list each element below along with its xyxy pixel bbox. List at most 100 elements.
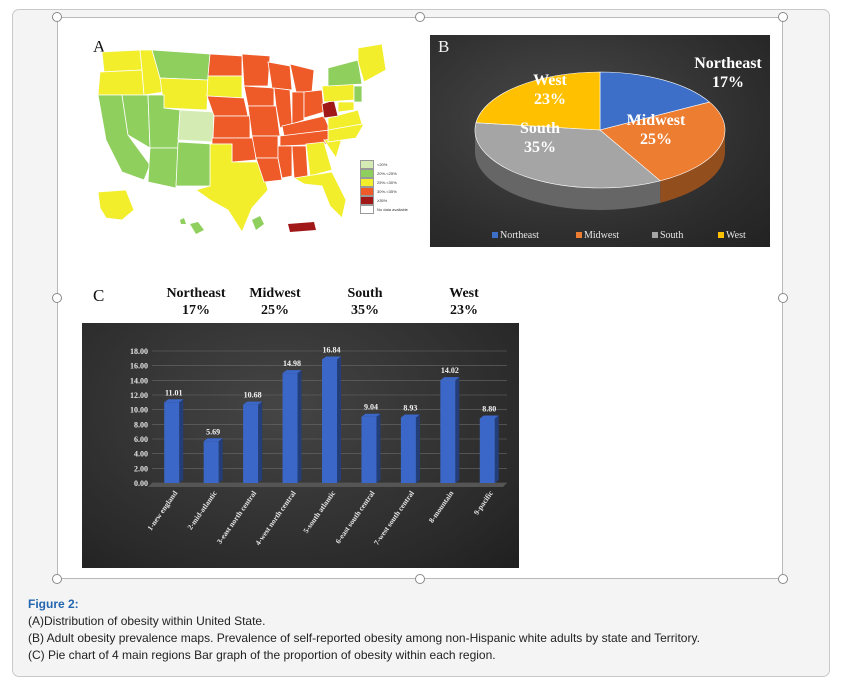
panel-c-label: C [93, 286, 105, 305]
bar-value-label: 9.04 [364, 403, 378, 412]
x-category-label: 6-east south central [333, 489, 376, 545]
y-tick-label: 18.00 [130, 347, 148, 356]
panel-b-pie-chart: B Northeast 17% Midwest 25% South 35% West 23% N… [430, 35, 770, 247]
map-legend: <20% 20%-<25% 25%-<30% 30%-<35% ≥35% No … [360, 160, 424, 214]
bar-value-label: 14.02 [441, 366, 459, 375]
legend-swatch [360, 187, 374, 196]
pie-label-name: West [533, 72, 567, 89]
x-category-label: 9-pacific [472, 488, 496, 516]
panel-b-label: B [438, 37, 450, 56]
map-region-new-england [357, 43, 387, 83]
map-region-michigan [289, 63, 315, 93]
bar-side [258, 401, 263, 483]
map-legend-item: 25%-<30% [360, 178, 424, 187]
bar-value-label: 16.84 [323, 346, 341, 355]
bar-chart-svg: 0.00 2.00 4.00 6.00 8.00 10.00 12.00 14.00 16.00… [130, 346, 507, 547]
map-region-islands-green [252, 216, 264, 230]
bar-top [400, 414, 420, 418]
map-region-alaska [97, 189, 135, 221]
bar-5-south atlantic [322, 359, 337, 483]
chart-floor [148, 483, 507, 487]
map-region-alabama [291, 145, 309, 179]
y-tick-label: 6.00 [134, 435, 148, 444]
pie-chart-svg: Northeast 17% Midwest 25% South 35% West 23% Nor… [474, 55, 762, 241]
y-tick-label: 0.00 [134, 479, 148, 488]
bar-top [203, 438, 223, 442]
pie-label-value: 23% [534, 91, 566, 108]
y-tick-label: 14.00 [130, 376, 148, 385]
pie-legend-swatch [576, 232, 582, 238]
map-region-south-dakota [206, 75, 243, 99]
legend-label: 20%-<25% [377, 171, 397, 176]
bar-value-label: 10.68 [244, 391, 262, 400]
region-header-name: Northeast [166, 286, 225, 301]
bar-9-pacific [479, 418, 495, 483]
bar-8-mountain [440, 380, 456, 483]
bar-top [479, 415, 499, 419]
panel-c-bar-chart: 0.00 2.00 4.00 6.00 8.00 10.00 12.00 14.00 16.00… [82, 323, 519, 568]
pie-legend-label: Northeast [500, 230, 539, 241]
pie-label-value: 35% [524, 139, 556, 156]
map-region-pennsylvania [321, 83, 355, 103]
region-header-name: Midwest [249, 286, 301, 301]
pie-label-value: 25% [640, 131, 672, 148]
map-region-maryland [337, 101, 355, 113]
map-region-kansas [212, 115, 251, 139]
bar-side [179, 399, 184, 483]
bar-top [164, 399, 184, 403]
map-region-wyoming [159, 77, 209, 111]
pie-slice-south [474, 122, 661, 189]
bar-side [218, 438, 223, 483]
map-region-new-york [327, 59, 363, 87]
resize-handle-top-middle[interactable] [415, 12, 425, 22]
resize-handle-bottom-middle[interactable] [415, 574, 425, 584]
map-legend-item: 30%-<35% [360, 187, 424, 196]
x-category-label: 4-west north central [253, 489, 297, 547]
region-header-pct: 35% [351, 303, 379, 318]
region-header-name: South [347, 286, 382, 301]
resize-handle-top-right[interactable] [778, 12, 788, 22]
pie-legend-swatch [718, 232, 724, 238]
pie-label-name: Midwest [627, 112, 686, 129]
bar-value-label: 8.93 [403, 404, 417, 413]
legend-swatch [360, 205, 374, 214]
map-region-indiana [291, 91, 305, 125]
legend-label: 30%-<35% [377, 189, 397, 194]
map-region-mississippi [277, 145, 293, 179]
pie-label-value: 17% [712, 74, 744, 91]
map-region-nebraska [206, 95, 249, 117]
bar-3-east north central [243, 404, 259, 483]
map-region-washington [101, 49, 143, 73]
map-legend-item: 20%-<25% [360, 169, 424, 178]
bar-side [376, 413, 381, 483]
resize-handle-middle-left[interactable] [52, 293, 62, 303]
map-legend-item: ≥35% [360, 196, 424, 205]
bar-side [455, 377, 460, 483]
bar-value-label: 14.98 [283, 359, 301, 368]
resize-handle-top-left[interactable] [52, 12, 62, 22]
us-obesity-map [97, 43, 387, 234]
x-category-label: 7-west south central [372, 489, 416, 547]
pie-legend-label: West [726, 230, 746, 241]
map-region-louisiana [255, 157, 283, 183]
bar-side [494, 415, 499, 483]
resize-handle-middle-right[interactable] [778, 293, 788, 303]
bar-top [282, 370, 302, 374]
caption-line-a: (A)Distribution of obesity within United… [28, 614, 266, 628]
pie-legend-label: Midwest [584, 230, 619, 241]
map-region-minnesota [241, 53, 271, 87]
map-region-colorado [177, 109, 215, 143]
map-region-florida [292, 171, 347, 219]
x-category-label: 8-mountain [427, 488, 456, 524]
bar-top [361, 413, 381, 417]
map-region-oregon [97, 69, 145, 96]
resize-handle-bottom-left[interactable] [52, 574, 62, 584]
pie-label-name: Northeast [694, 55, 762, 72]
x-category-label: 5-south atlantic [301, 488, 337, 535]
map-region-ohio [303, 89, 325, 119]
map-region-missouri [247, 105, 281, 137]
pie-slice-northeast [599, 71, 711, 131]
region-header-pct: 17% [182, 303, 210, 318]
y-tick-label: 2.00 [134, 464, 148, 473]
resize-handle-bottom-right[interactable] [778, 574, 788, 584]
